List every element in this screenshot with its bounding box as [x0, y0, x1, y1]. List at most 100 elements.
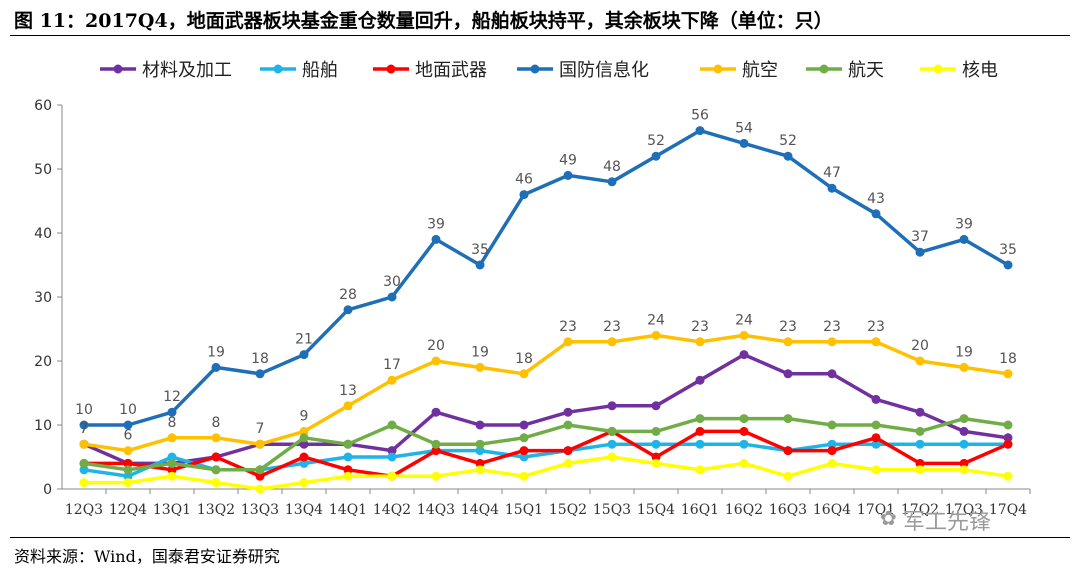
series-line [82, 352, 1010, 466]
data-point [255, 439, 265, 449]
data-point [475, 420, 485, 430]
y-tick-label: 40 [34, 226, 52, 242]
data-point [519, 190, 529, 200]
data-label: 9 [300, 408, 309, 424]
data-point [387, 471, 397, 481]
data-point [387, 452, 397, 462]
data-point [211, 362, 221, 372]
y-tick-label: 60 [34, 98, 52, 114]
data-point [915, 439, 925, 449]
data-point [387, 420, 397, 430]
legend-item: 船舶 [260, 60, 338, 81]
data-point [563, 446, 573, 456]
legend-swatch-marker [713, 64, 723, 74]
legend-item: 材料及加工 [100, 60, 232, 81]
x-tick-label: 16Q2 [725, 502, 763, 518]
series-核电 [79, 452, 1013, 494]
data-label: 17 [383, 357, 401, 373]
data-point [695, 337, 705, 347]
data-point [431, 407, 441, 417]
data-point [915, 426, 925, 436]
data-label: 18 [999, 351, 1017, 367]
series-line [82, 128, 1010, 427]
data-point [739, 330, 749, 340]
x-tick-label: 15Q2 [549, 502, 587, 518]
data-point [255, 369, 265, 379]
data-point [343, 439, 353, 449]
y-tick-label: 30 [34, 290, 52, 306]
data-label: 10 [75, 402, 93, 418]
data-point [343, 305, 353, 315]
data-point [475, 260, 485, 270]
data-point [959, 234, 969, 244]
data-label: 23 [867, 319, 885, 335]
data-point [299, 433, 309, 443]
data-label: 39 [427, 216, 445, 232]
x-tick-label: 15Q1 [505, 502, 543, 518]
data-point [739, 439, 749, 449]
data-point [519, 471, 529, 481]
data-label: 18 [515, 351, 533, 367]
data-point [1003, 260, 1013, 270]
data-point [1003, 433, 1013, 443]
data-point [343, 401, 353, 411]
data-point [299, 426, 309, 436]
data-point [915, 465, 925, 475]
data-point [695, 465, 705, 475]
data-label: 56 [691, 108, 709, 124]
data-point [167, 433, 177, 443]
data-label: 39 [955, 216, 973, 232]
data-label: 7 [256, 421, 265, 437]
legend-item: 航空 [700, 60, 778, 81]
data-point [827, 369, 837, 379]
data-point [651, 458, 661, 468]
data-point [387, 375, 397, 385]
bottom-rule [10, 537, 1070, 538]
data-point [167, 465, 177, 475]
data-labels: 10 10 12 19 18 21 28 30 39 35 46 49 48 52 56 54 52 47 43 37… [75, 108, 1017, 444]
data-label: 19 [955, 344, 973, 360]
x-tick-label: 15Q3 [593, 502, 631, 518]
data-point [651, 151, 661, 161]
chart-title: 图 11：2017Q4，地面武器板块基金重仓数量回升，船舶板块持平，其余板块下降… [14, 10, 833, 32]
series-航天 [79, 414, 1013, 475]
legend-swatch-marker [819, 64, 829, 74]
data-label: 23 [603, 319, 621, 335]
wechat-icon: ✿ [880, 506, 897, 530]
data-point [563, 458, 573, 468]
data-label: 24 [647, 312, 665, 328]
data-label: 52 [779, 133, 797, 149]
x-tick-label: 13Q2 [197, 502, 235, 518]
data-label: 23 [691, 319, 709, 335]
series-航空 [79, 330, 1013, 456]
top-rule [10, 35, 1070, 36]
data-point [123, 478, 133, 488]
data-point [695, 439, 705, 449]
data-point [123, 446, 133, 456]
data-point [651, 401, 661, 411]
y-tick-label: 10 [34, 418, 52, 434]
data-label: 43 [867, 191, 885, 207]
data-point [475, 362, 485, 372]
y-tick-label: 50 [34, 162, 52, 178]
data-point [695, 375, 705, 385]
data-point [123, 471, 133, 481]
watermark: 军工先锋 [903, 510, 992, 535]
data-point [651, 330, 661, 340]
x-tick-label: 13Q4 [285, 502, 323, 518]
data-point [959, 414, 969, 424]
data-point [739, 350, 749, 360]
data-label: 21 [295, 332, 313, 348]
data-label: 49 [559, 152, 577, 168]
x-tick-label: 14Q2 [373, 502, 411, 518]
data-point [563, 420, 573, 430]
data-point [431, 234, 441, 244]
data-label: 19 [207, 344, 225, 360]
x-tick-label: 14Q4 [461, 502, 499, 518]
data-label: 30 [383, 274, 401, 290]
data-label: 48 [603, 159, 621, 175]
legend-label: 核电 [962, 60, 998, 81]
data-point [79, 458, 89, 468]
legend-item: 航天 [806, 60, 884, 81]
data-point [783, 369, 793, 379]
